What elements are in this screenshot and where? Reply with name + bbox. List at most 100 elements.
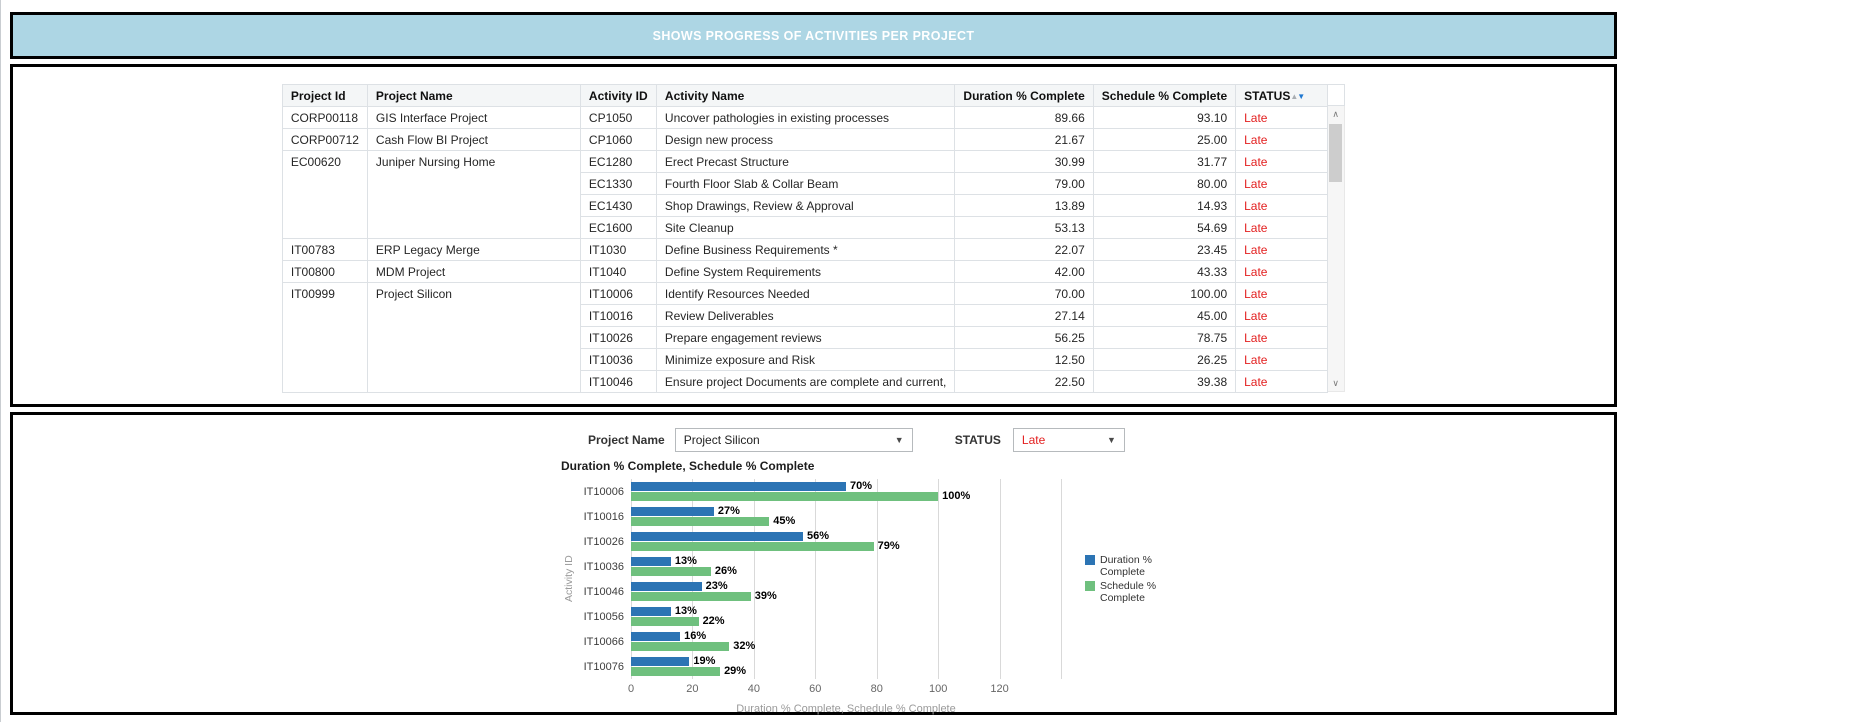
status-filter-select[interactable]: Late ▼ — [1012, 428, 1125, 452]
table-row[interactable]: CORP00118 GIS Interface Project CP1050 Unco… — [281, 106, 1329, 129]
schedule-cell: 78.75 — [1092, 326, 1237, 349]
activity-name-cell: Fourth Floor Slab & Collar Beam — [655, 172, 956, 195]
table-scrollbar[interactable]: ∧ ∨ — [1328, 106, 1346, 392]
schedule-cell: 100.00 — [1092, 282, 1237, 305]
gridline — [938, 479, 940, 679]
col-header-duration[interactable]: Duration % Complete — [954, 84, 1094, 107]
duration-bar[interactable] — [631, 557, 671, 566]
scroll-down-icon[interactable]: ∨ — [1332, 377, 1339, 388]
bar-value-label: 56% — [807, 530, 830, 542]
schedule-cell: 93.10 — [1092, 106, 1237, 129]
chart-title: Duration % Complete, Schedule % Complete — [561, 459, 815, 473]
col-header-schedule[interactable]: Schedule % Complete — [1092, 84, 1237, 107]
bar-value-label: 22% — [702, 615, 725, 627]
status-cell: Late — [1235, 150, 1329, 173]
chart-category-axis: IT10006 IT10016 IT10026 IT10036 IT10046 IT100… — [577, 479, 631, 679]
duration-bar[interactable] — [631, 632, 681, 641]
schedule-bar[interactable] — [631, 542, 874, 551]
duration-bar[interactable] — [631, 482, 846, 491]
chart-y-axis-label: Activity ID — [563, 555, 575, 603]
table-row[interactable]: IT00800 MDM Project IT1040 Define System Re… — [281, 260, 1329, 283]
duration-cell: 21.67 — [954, 128, 1094, 151]
duration-bar[interactable] — [631, 532, 803, 541]
legend-item[interactable]: Schedule % Complete — [1085, 580, 1171, 604]
bar-line: 39% — [631, 591, 1061, 602]
x-tick-label: 0 — [627, 683, 635, 695]
table-row[interactable]: IT00999 Project Silicon IT10006 Identify Re… — [281, 282, 1329, 393]
activity-id-cell: EC1330 — [579, 172, 657, 195]
duration-bar[interactable] — [631, 607, 671, 616]
schedule-bar[interactable] — [631, 642, 730, 651]
activities-table-body: CORP00118 GIS Interface Project CP1050 Unco… — [281, 106, 1329, 393]
scrollbar-header-cap — [1328, 84, 1346, 106]
chart-legend: Duration % Complete Schedule % Complete — [1085, 553, 1171, 604]
duration-cell: 12.50 — [954, 348, 1094, 371]
bar-value-label: 23% — [705, 580, 728, 592]
project-filter-select[interactable]: Project Silicon ▼ — [674, 428, 913, 452]
gridline — [815, 479, 817, 679]
status-header-label: STATUS — [1244, 88, 1291, 103]
bar-chart: Duration % Complete, Schedule % Complete… — [561, 459, 1614, 715]
status-filter-label: STATUS — [954, 433, 1001, 447]
bar-line: 32% — [631, 641, 1061, 652]
table-row[interactable]: IT10046 Ensure project Documents are comp… — [282, 370, 1329, 393]
table-row[interactable]: EC1600 Site Cleanup 53.13 54.69 Late — [282, 216, 1329, 239]
sort-descending-icon[interactable]: ▼ — [1297, 91, 1305, 101]
scrollbar-thumb[interactable] — [1329, 124, 1343, 182]
project-id-cell: EC00620 — [281, 150, 368, 239]
bar-value-label: 26% — [714, 565, 737, 577]
project-filter-value: Project Silicon — [683, 433, 760, 447]
table-row[interactable]: IT10036 Minimize exposure and Risk 12.50 26… — [282, 348, 1329, 371]
table-row[interactable]: IT00783 ERP Legacy Merge IT1030 Define Busi… — [281, 238, 1329, 261]
bar-line: 19% — [631, 656, 1061, 667]
table-row[interactable]: EC1330 Fourth Floor Slab & Collar Beam 79.… — [282, 172, 1329, 195]
schedule-cell: 26.25 — [1092, 348, 1237, 371]
duration-cell: 27.14 — [954, 304, 1094, 327]
chart-x-axis-ticks: 0 20 40 60 80 100 120 — [627, 683, 1061, 698]
duration-bar[interactable] — [631, 582, 702, 591]
bar-group: 16% 32% — [631, 629, 1061, 654]
project-name-cell: ERP Legacy Merge — [366, 238, 581, 261]
schedule-cell: 43.33 — [1092, 260, 1237, 283]
activity-id-cell: IT10016 — [579, 304, 657, 327]
activity-id-cell: CP1050 — [579, 106, 657, 129]
bar-value-label: 45% — [773, 515, 796, 527]
table-row[interactable]: CORP00712 Cash Flow BI Project CP1060 Desig… — [281, 128, 1329, 151]
duration-bar[interactable] — [631, 507, 714, 516]
project-name-cell: GIS Interface Project — [366, 106, 581, 129]
col-header-project-id[interactable]: Project Id — [281, 84, 368, 107]
col-header-status[interactable]: STATUS▲▼ — [1235, 84, 1329, 107]
x-tick-label: 60 — [809, 683, 822, 695]
schedule-bar[interactable] — [631, 517, 770, 526]
category-label: IT10006 — [583, 485, 624, 498]
project-id-cell: IT00800 — [281, 260, 368, 283]
scroll-up-icon[interactable]: ∧ — [1332, 108, 1339, 119]
activity-name-cell: Prepare engagement reviews — [655, 326, 956, 349]
bar-line: 29% — [631, 666, 1061, 677]
activity-name-cell: Identify Resources Needed — [655, 282, 956, 305]
schedule-bar[interactable] — [631, 667, 721, 676]
bar-line: 45% — [631, 515, 1061, 527]
schedule-bar[interactable] — [631, 617, 699, 626]
schedule-bar[interactable] — [631, 592, 751, 601]
table-row[interactable]: EC00620 Juniper Nursing Home EC1280 Erect P… — [281, 150, 1329, 239]
category-label: IT10056 — [583, 610, 624, 623]
bar-group: 27% 45% — [631, 504, 1061, 529]
sort-ascending-icon[interactable]: ▲ — [1290, 91, 1298, 101]
bar-line: 27% — [631, 506, 1061, 517]
col-header-project-name[interactable]: Project Name — [366, 84, 581, 107]
duration-bar[interactable] — [631, 657, 690, 666]
category-label: IT10036 — [583, 560, 624, 573]
gridline — [999, 479, 1001, 679]
activity-name-cell: Ensure project Documents are complete an… — [655, 370, 956, 393]
schedule-bar[interactable] — [631, 567, 711, 576]
col-header-activity-id[interactable]: Activity ID — [579, 84, 657, 107]
bar-value-label: 70% — [850, 480, 873, 492]
status-cell: Late — [1235, 348, 1329, 371]
activity-id-cell: CP1060 — [579, 128, 657, 151]
legend-item[interactable]: Duration % Complete — [1085, 554, 1171, 578]
schedule-bar[interactable] — [631, 492, 939, 501]
activities-table-panel: Project Id Project Name Activity ID Acti… — [10, 64, 1617, 407]
col-header-activity-name[interactable]: Activity Name — [655, 84, 956, 107]
chevron-down-icon: ▼ — [1107, 435, 1116, 445]
